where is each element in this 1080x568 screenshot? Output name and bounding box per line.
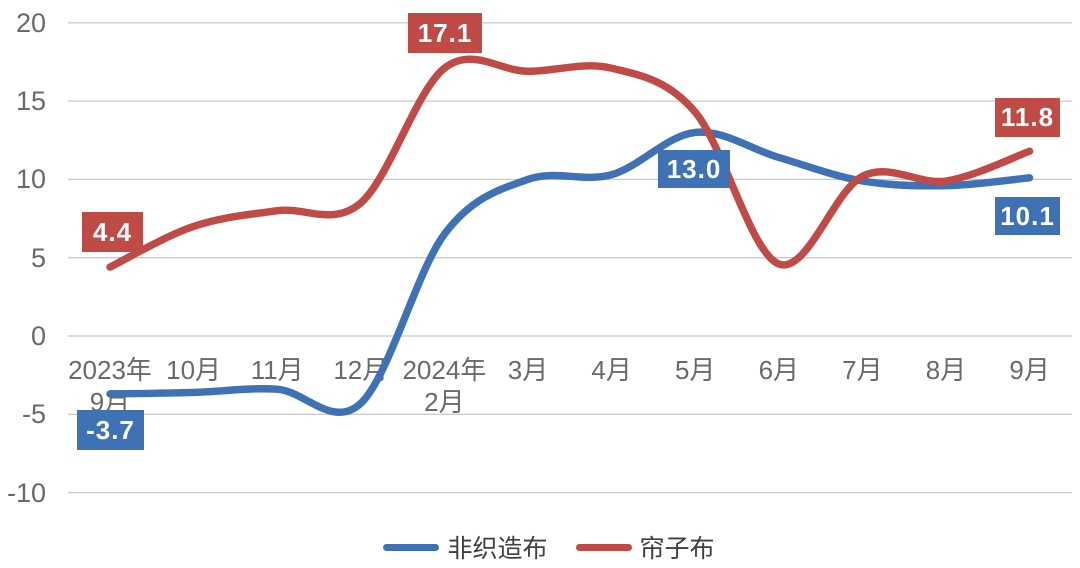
legend-item: 非织造布 (383, 529, 548, 565)
y-axis-tick: -10 (6, 477, 46, 508)
x-axis-label: 11月 (250, 355, 304, 385)
y-axis-tick: 20 (15, 7, 46, 38)
y-axis-tick: 0 (30, 321, 46, 351)
y-axis-tick: 15 (15, 86, 46, 117)
series-line-red (106, 55, 1034, 271)
y-axis-tick: 5 (30, 242, 46, 273)
x-axis-label: 9月 (1009, 355, 1050, 385)
data-label: 13.0 (658, 150, 730, 188)
y-axis-tick: -5 (21, 399, 46, 430)
x-axis-label: 5月 (674, 355, 716, 385)
legend: 非织造布 帘子布 (9, 529, 1080, 565)
x-axis-label: 6月 (758, 355, 800, 385)
x-axis-label: 3月 (507, 355, 549, 385)
data-label: 10.1 (995, 197, 1060, 235)
legend-label: 帘子布 (639, 535, 715, 563)
legend-line-sample (383, 543, 440, 551)
x-axis-label: 7月 (842, 355, 883, 385)
data-label: 11.8 (995, 98, 1060, 137)
legend-item: 帘子布 (575, 529, 715, 565)
legend-label: 非织造布 (447, 535, 548, 563)
y-axis-tick: 10 (15, 164, 46, 195)
data-label: 17.1 (408, 13, 482, 53)
x-axis-label: 8月 (925, 355, 967, 385)
data-label: -3.7 (77, 410, 144, 450)
series-line-blue (106, 128, 1034, 416)
data-label: 4.4 (82, 212, 143, 252)
x-axis-label: 2024年 2月 (402, 355, 487, 417)
x-axis-label: 4月 (591, 355, 632, 385)
legend-line-sample (575, 543, 632, 551)
x-axis-label: 10月 (166, 355, 222, 385)
